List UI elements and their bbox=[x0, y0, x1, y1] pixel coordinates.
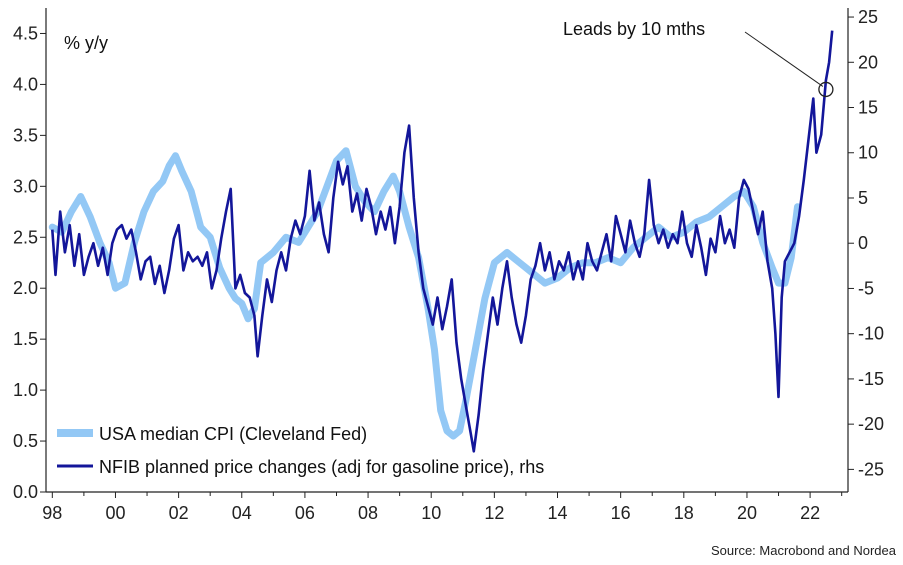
x-tick-label: 02 bbox=[169, 503, 189, 523]
annotation-leader-line bbox=[744, 31, 824, 87]
right-y-tick-label: 0 bbox=[858, 233, 868, 253]
right-y-tick-label: 25 bbox=[858, 7, 878, 27]
legend: USA median CPI (Cleveland Fed) NFIB plan… bbox=[57, 424, 544, 477]
right-y-tick-label: -10 bbox=[858, 324, 884, 344]
right-y-axis: -25 -20 -15 -10 -5 0 5 10 15 20 25 bbox=[848, 7, 884, 479]
left-y-tick-label: 3.5 bbox=[13, 125, 38, 145]
left-y-tick-label: 1.0 bbox=[13, 380, 38, 400]
right-y-tick-label: 20 bbox=[858, 52, 878, 72]
x-tick-label: 00 bbox=[105, 503, 125, 523]
annotation-marker bbox=[744, 31, 834, 98]
left-y-tick-label: 1.5 bbox=[13, 329, 38, 349]
right-y-tick-label: -25 bbox=[858, 459, 884, 479]
left-y-tick-label: 4.0 bbox=[13, 74, 38, 94]
right-y-tick-label: 5 bbox=[858, 188, 868, 208]
x-tick-label: 06 bbox=[295, 503, 315, 523]
x-tick-label: 18 bbox=[674, 503, 694, 523]
unit-label: % y/y bbox=[64, 33, 108, 53]
x-axis: 98 00 02 04 06 08 10 12 14 16 18 20 22 bbox=[42, 492, 843, 523]
series-line-nfib bbox=[51, 30, 834, 453]
chart-axes bbox=[45, 8, 849, 493]
left-y-tick-label: 2.5 bbox=[13, 227, 38, 247]
left-y-tick-label: 3.0 bbox=[13, 176, 38, 196]
right-y-tick-label: 15 bbox=[858, 98, 878, 118]
x-tick-label: 22 bbox=[800, 503, 820, 523]
left-y-tick-label: 4.5 bbox=[13, 23, 38, 43]
left-y-axis: 0.0 0.5 1.0 1.5 2.0 2.5 3.0 3.5 4.0 4.5 bbox=[13, 23, 46, 502]
x-tick-label: 98 bbox=[42, 503, 62, 523]
legend-label-cpi: USA median CPI (Cleveland Fed) bbox=[99, 424, 367, 444]
series-lines bbox=[48, 30, 834, 453]
source-note: Source: Macrobond and Nordea bbox=[711, 543, 897, 558]
x-tick-label: 20 bbox=[737, 503, 757, 523]
x-tick-label: 12 bbox=[484, 503, 504, 523]
left-y-tick-label: 0.5 bbox=[13, 431, 38, 451]
legend-label-nfib: NFIB planned price changes (adj for gaso… bbox=[99, 457, 544, 477]
left-y-tick-label: 2.0 bbox=[13, 278, 38, 298]
right-y-tick-label: -5 bbox=[858, 278, 874, 298]
x-tick-label: 08 bbox=[358, 503, 378, 523]
left-y-tick-label: 0.0 bbox=[13, 482, 38, 502]
right-y-tick-label: -20 bbox=[858, 414, 884, 434]
right-y-tick-label: -15 bbox=[858, 369, 884, 389]
right-y-tick-label: 10 bbox=[858, 143, 878, 163]
x-tick-label: 04 bbox=[232, 503, 252, 523]
x-tick-label: 14 bbox=[547, 503, 567, 523]
annotation-circle bbox=[818, 81, 834, 98]
annotation-label: Leads by 10 mths bbox=[563, 19, 705, 39]
x-tick-label: 16 bbox=[611, 503, 631, 523]
x-tick-label: 10 bbox=[421, 503, 441, 523]
